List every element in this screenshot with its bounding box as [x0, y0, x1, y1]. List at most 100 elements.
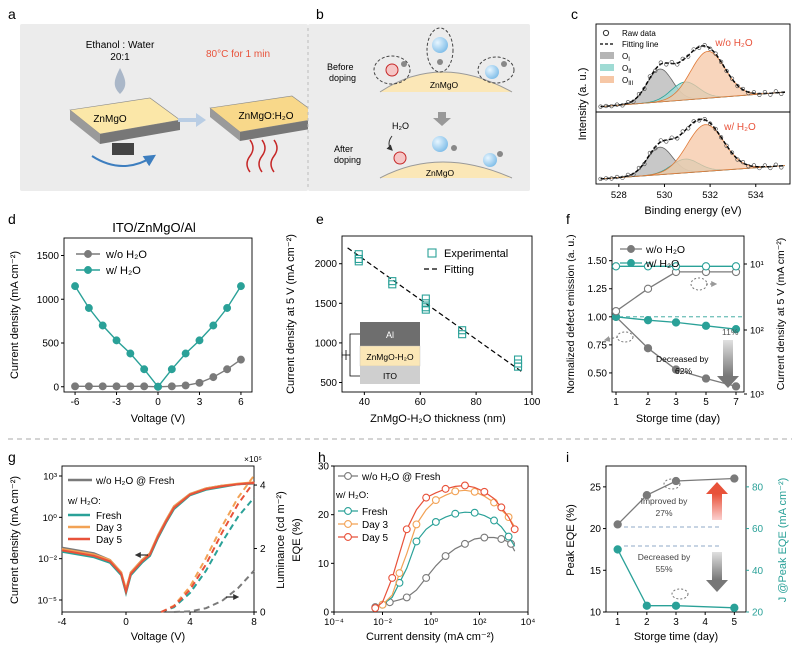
- experimental-point: [513, 362, 523, 371]
- data-point: [402, 525, 411, 534]
- xps-bottom-raw-point: [669, 135, 674, 140]
- xps-top-raw-point: [664, 62, 669, 67]
- panel-letter-g: g: [8, 449, 16, 465]
- data-point: [431, 518, 440, 526]
- x-tick-label: 10⁰: [424, 617, 439, 628]
- data-point: [731, 262, 741, 271]
- xps-top-raw-point: [669, 60, 674, 65]
- xps-bottom-raw-point: [708, 121, 713, 126]
- series-line-2: [615, 271, 736, 312]
- xps-top-raw-point: [658, 60, 663, 65]
- x-tick-label: 2: [645, 397, 651, 408]
- xps-top-raw-point: [642, 86, 647, 92]
- x-tick-label: 2: [644, 617, 650, 628]
- y-tick-label: 0.50: [588, 368, 608, 379]
- x-tick-label: 530: [657, 190, 673, 201]
- panel-letter-a: a: [8, 6, 16, 22]
- data-point: [181, 381, 190, 390]
- y-tick-label: 25: [590, 482, 602, 493]
- y-tick-label-right: 2: [260, 544, 266, 555]
- y-tick-label-right: 10²: [750, 326, 764, 337]
- xps-top-raw-point: [757, 92, 762, 97]
- x-tick-label: 100: [524, 397, 541, 408]
- legend-label: w/ H₂O: [645, 258, 679, 270]
- data-point: [730, 603, 739, 612]
- xps-bottom-raw-point: [598, 176, 603, 182]
- data-point: [223, 304, 232, 312]
- data-point: [611, 307, 621, 316]
- i-improved-1: Improved by: [641, 496, 689, 506]
- data-point: [71, 282, 80, 291]
- y-tick-label: 1.50: [588, 256, 608, 267]
- data-point: [642, 601, 651, 610]
- y-tick-label: 10³: [43, 472, 57, 483]
- i-up-arrow-icon: [712, 494, 722, 520]
- xps-bottom-raw-point: [658, 138, 663, 143]
- i-decreased-1: Decreased by: [638, 552, 691, 562]
- data-point: [642, 491, 651, 500]
- panel-f: f 1 2 3 5 7 0.50 0.75 1.00 1.25 1.50 Normalized de…: [565, 211, 787, 425]
- f-decrease-arrow-icon: [723, 340, 733, 376]
- data-point: [643, 284, 653, 293]
- data-point: [112, 336, 121, 345]
- c-legend-raw: Raw data: [622, 29, 656, 38]
- xps-bottom-raw-point: [680, 129, 685, 134]
- xps-top-raw-point: [614, 102, 620, 107]
- xps-bottom-plot: [598, 116, 786, 182]
- data-point: [371, 604, 380, 613]
- peak-eqe-line: [617, 477, 735, 525]
- xps-top-raw-point: [740, 86, 746, 92]
- i-decreased-2: 55%: [655, 564, 672, 574]
- y-tick-label: 1.25: [588, 284, 608, 295]
- data-point: [480, 533, 489, 542]
- data-point: [195, 336, 204, 345]
- data-point: [209, 321, 218, 330]
- xps-top-raw-point: [647, 74, 652, 79]
- x-tick-label: 528: [611, 190, 627, 201]
- legend-marker: [344, 472, 352, 480]
- legend-label: Experimental: [444, 248, 508, 260]
- data-point: [98, 321, 107, 330]
- x-tick-label: 6: [238, 397, 244, 408]
- y-tick-label: 30: [318, 462, 330, 473]
- d-title: ITO/ZnMgO/Al: [112, 220, 196, 235]
- y-tick-label: 20: [318, 510, 330, 521]
- fitting-line: [347, 247, 524, 374]
- y-axis-label: Peak EQE (%): [565, 504, 577, 576]
- inset-al: Al: [386, 330, 394, 340]
- f-annotation-dec1: Decreased by: [656, 354, 709, 364]
- x-tick-label: 534: [748, 190, 764, 201]
- x-axis-label: Current density (mA cm⁻²): [366, 631, 494, 643]
- y-tick-label: 10⁻⁵: [37, 596, 57, 607]
- y-axis-label: Current density at 5 V (mA cm⁻²): [285, 234, 297, 394]
- legend-marker: [627, 245, 635, 253]
- xps-bottom-raw-point: [642, 161, 647, 167]
- c-legend-oiii: OIII: [622, 76, 634, 87]
- c-label-with-water: w/ H₂O: [723, 122, 756, 133]
- y-tick-label: 1500: [315, 299, 338, 310]
- spin-arrow-icon: [91, 154, 157, 167]
- xps-top-raw-point: [675, 62, 680, 67]
- y-tick-label: 20: [590, 524, 602, 535]
- panel-e: e 40 60 80 100 500 1000 1500 2000 Current densit…: [285, 211, 541, 425]
- data-point: [671, 601, 681, 610]
- device-stack-inset: Al ZnMgO-H₂O ITO: [341, 322, 421, 384]
- data-point: [451, 487, 460, 496]
- experimental-point: [421, 305, 430, 314]
- xps-bottom-raw-point: [718, 135, 724, 140]
- legend-marker: [627, 259, 635, 267]
- data-point: [84, 382, 93, 391]
- y-tick-label: 1500: [37, 251, 60, 262]
- x-tick-label: 4: [702, 617, 708, 628]
- x-tick-label: 0: [155, 397, 161, 408]
- xps-bottom-raw-point: [773, 162, 778, 167]
- legend-label: Day 3: [362, 520, 389, 531]
- panel-h: h 10⁻⁴ 10⁻² 10⁰ 10² 10⁴ 0 10 20 30 EQE (%) Current…: [291, 449, 535, 643]
- after-label-2: doping: [334, 155, 361, 165]
- heat-icon: [246, 139, 278, 173]
- data-point: [167, 382, 176, 391]
- experimental-point: [354, 254, 363, 264]
- experimental-point: [354, 257, 363, 266]
- c-ylabel: Intensity (a. u.): [577, 68, 589, 141]
- xps-top-raw-point: [768, 92, 773, 97]
